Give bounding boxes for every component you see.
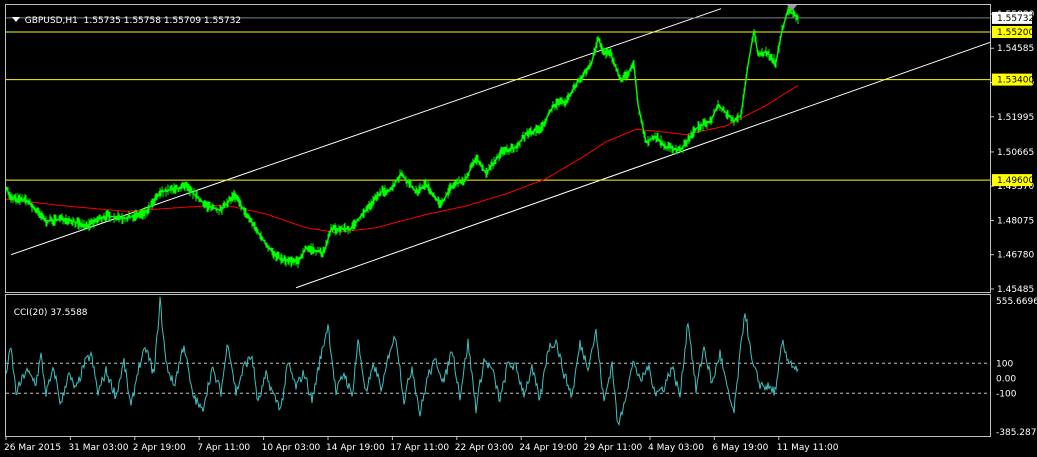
current-price-label: 1.55732 [997,14,1034,24]
price-bars [6,5,799,269]
price-line [6,8,799,263]
level-label: 1.53400 [997,76,1034,86]
level-label-box [992,25,1032,38]
ma-line [6,84,799,234]
price-tick-label: 1.49370 [997,182,1034,192]
time-tick-label: 26 Mar 2015 [4,443,61,453]
price-tick-label: 1.45485 [997,285,1034,295]
close-price: 1.55732 [203,16,242,26]
price-panel-frame [5,4,991,293]
time-tick-label: 14 Apr 19:00 [326,443,385,453]
cci-axis-label: 0.00 [996,374,1016,384]
price-axis: 1.45485 1.46780 1.48075 1.49370 1.50665 1.519… [990,10,1034,295]
time-axis: 26 Mar 2015 31 Mar 03:00 2 Apr 19:00 7 Apr … [4,436,839,453]
current-price-box [992,11,1032,24]
level-label: 1.55200 [997,28,1034,38]
price-panel [6,5,990,289]
cci-axis: 555.6696 100 0.00 -100 -385.2873 [996,297,1037,438]
low-price: 1.55709 [163,16,202,26]
open-price: 1.55735 [83,16,121,26]
price-tick-label: 1.48075 [997,216,1034,226]
cci-panel-frame [5,294,991,437]
level-label: 1.49600 [997,176,1034,186]
time-tick-label: 29 Apr 11:00 [584,443,643,453]
time-tick-label: 31 Mar 03:00 [68,443,128,453]
cci-axis-label: 100 [996,359,1013,369]
level-label-box [992,174,1032,187]
time-tick-label: 24 Apr 19:00 [519,443,578,453]
cci-axis-label: -100 [996,389,1017,399]
cci-plot [6,296,990,427]
time-tick-label: 4 May 03:00 [648,443,704,453]
level-label-box [992,73,1032,86]
time-tick-label: 10 Apr 03:00 [262,443,321,453]
cci-label: CCI(20) [13,308,48,318]
dropdown-triangle-icon[interactable] [11,17,20,22]
cci-value: 37.5588 [50,308,88,318]
price-tick-label: 1.50665 [997,148,1034,158]
cci-panel [6,296,990,427]
price-tick-label: 1.51995 [997,113,1034,123]
cci-line [6,296,799,427]
price-plot [6,5,990,289]
time-tick-label: 7 Apr 11:00 [197,443,250,453]
channel-line-2 [295,41,990,289]
price-tick-label: 1.54585 [997,44,1034,54]
time-tick-label: 22 Apr 03:00 [455,443,514,453]
shift-marker-icon[interactable] [787,5,797,11]
time-tick-label: 2 Apr 19:00 [133,443,186,453]
chart-header: GBPUSD,H1 1.55735 1.55758 1.55709 1.5573… [6,6,241,26]
time-tick-label: 11 May 11:00 [777,443,839,453]
high-price: 1.55758 [123,16,161,26]
cci-axis-label: -385.2873 [996,428,1037,438]
symbol-timeframe: GBPUSD,H1 [24,16,78,26]
time-tick-label: 6 May 19:00 [712,443,768,453]
cci-axis-label: 555.6696 [996,297,1037,307]
time-tick-label: 17 Apr 11:00 [390,443,449,453]
cci-header: CCI(20) 37.5588 [8,298,88,318]
price-tick-label: 1.46780 [997,251,1034,261]
